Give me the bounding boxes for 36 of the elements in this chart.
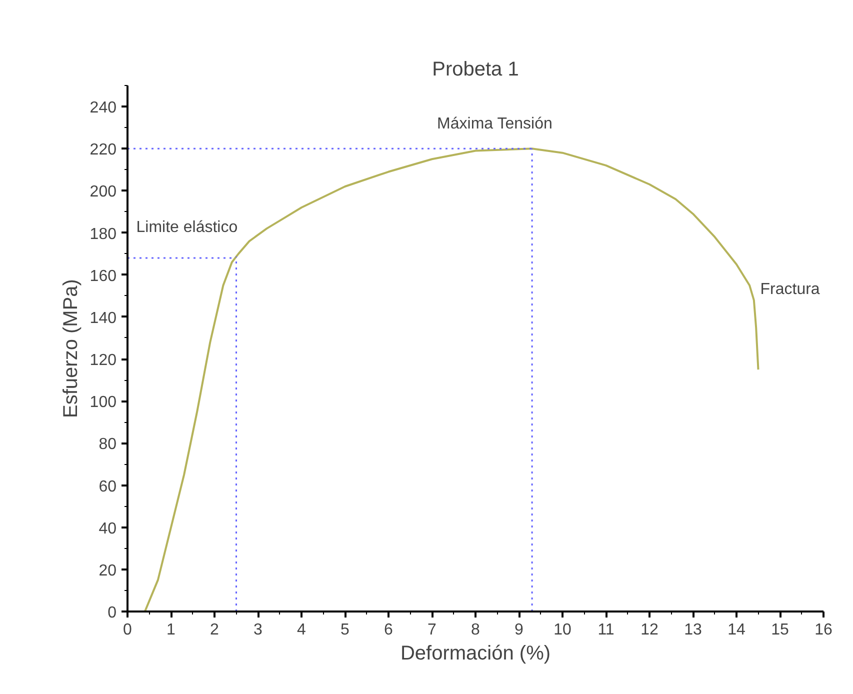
x-tick-label: 8 bbox=[471, 622, 480, 638]
y-tick-label: 80 bbox=[98, 436, 117, 454]
x-tick-label: 14 bbox=[728, 622, 746, 638]
y-tick-label: 200 bbox=[90, 184, 117, 201]
annotation: Fractura bbox=[760, 281, 820, 298]
x-tick-label: 2 bbox=[210, 622, 220, 638]
x-tick-label: 10 bbox=[554, 622, 572, 638]
x-tick-label: 7 bbox=[428, 622, 437, 638]
x-tick-label: 13 bbox=[684, 622, 702, 638]
y-tick-label: 240 bbox=[90, 100, 117, 117]
x-tick-label: 15 bbox=[771, 622, 789, 638]
chart-title: Probeta 1 bbox=[432, 58, 519, 80]
y-tick-label: 140 bbox=[90, 310, 117, 327]
annotation: Máxima Tensión bbox=[437, 116, 552, 133]
y-tick-label: 160 bbox=[90, 268, 117, 285]
y-tick-label: 40 bbox=[98, 520, 117, 538]
x-tick-label: 4 bbox=[297, 622, 306, 638]
y-tick-label: 100 bbox=[90, 394, 117, 412]
x-tick-label: 1 bbox=[166, 622, 176, 638]
y-tick-label: 60 bbox=[98, 478, 117, 496]
x-tick-label: 0 bbox=[123, 622, 132, 638]
x-tick-label: 5 bbox=[340, 622, 350, 638]
x-tick-label: 16 bbox=[814, 622, 832, 638]
x-tick-label: 3 bbox=[254, 622, 263, 638]
y-tick-label: 20 bbox=[98, 562, 117, 580]
x-tick-label: 12 bbox=[640, 622, 658, 638]
y-tick-label: 120 bbox=[90, 352, 117, 370]
x-axis-title: Deformación (%) bbox=[400, 642, 551, 664]
y-axis-title: Esfuerzo (MPa) bbox=[60, 279, 82, 418]
x-tick-label: 11 bbox=[598, 622, 614, 638]
y-tick-label: 0 bbox=[108, 604, 117, 622]
y-tick-label: 180 bbox=[90, 226, 117, 243]
x-tick-label: 6 bbox=[384, 622, 394, 638]
y-tick-label: 220 bbox=[90, 142, 117, 159]
x-tick-label: 9 bbox=[514, 622, 524, 638]
annotation: Limite elástico bbox=[136, 219, 238, 236]
